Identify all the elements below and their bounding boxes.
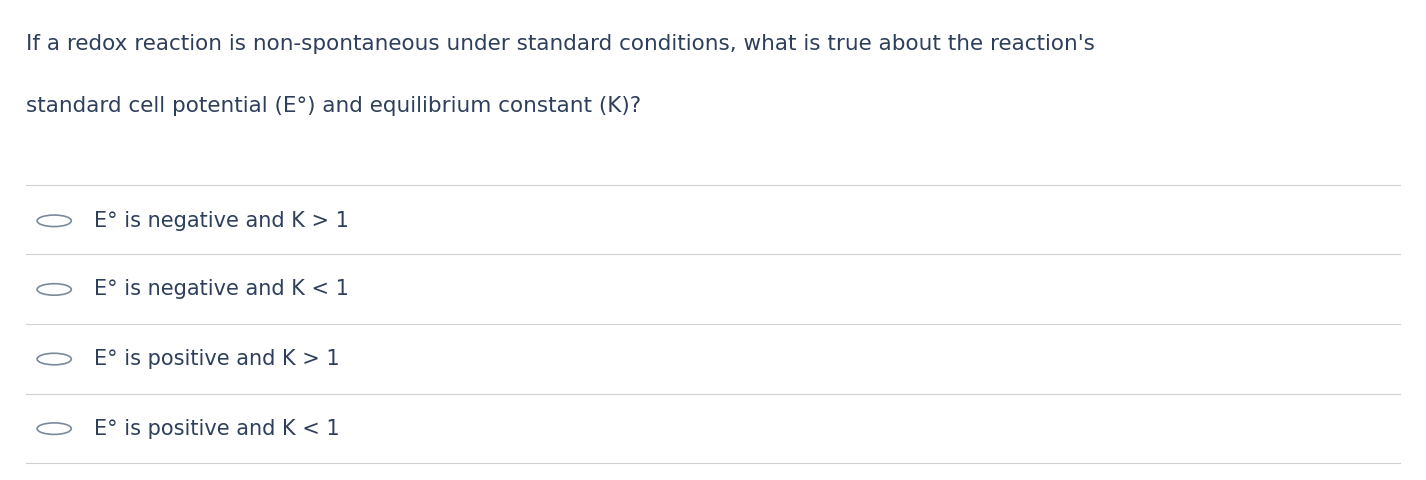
Text: E° is positive and K < 1: E° is positive and K < 1 [94,419,339,439]
Text: E° is positive and K > 1: E° is positive and K > 1 [94,349,339,369]
Text: standard cell potential (E°) and equilibrium constant (K)?: standard cell potential (E°) and equilib… [26,96,640,116]
Text: If a redox reaction is non-spontaneous under standard conditions, what is true a: If a redox reaction is non-spontaneous u… [26,34,1095,54]
Text: E° is negative and K < 1: E° is negative and K < 1 [94,279,349,300]
Text: E° is negative and K > 1: E° is negative and K > 1 [94,211,349,231]
